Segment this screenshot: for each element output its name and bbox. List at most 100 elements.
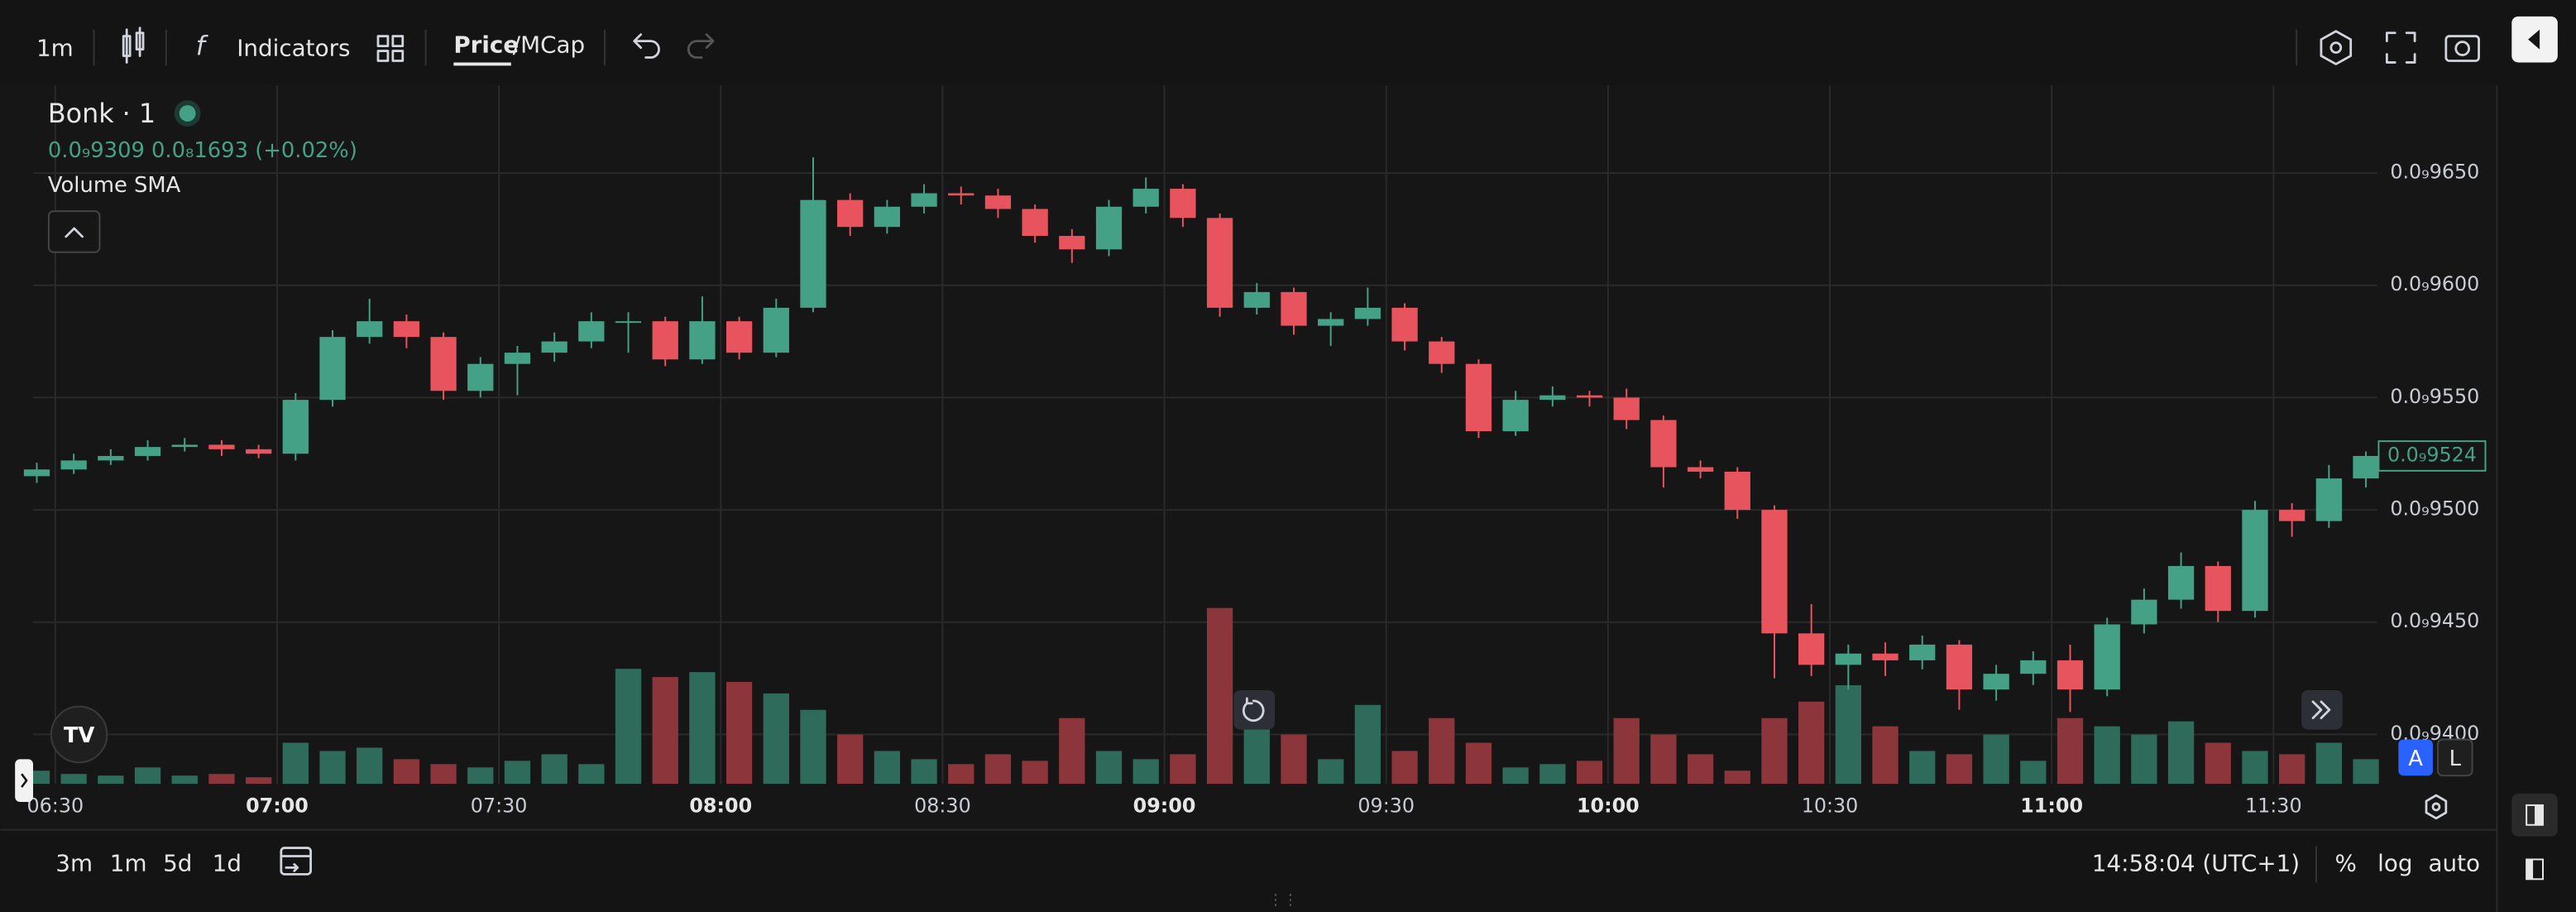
volume-bar bbox=[430, 764, 457, 785]
legend-change: 0.0₈1693 (+0.02%) bbox=[151, 138, 357, 163]
auto-scale-button[interactable] bbox=[2398, 739, 2433, 776]
candle-body bbox=[1724, 471, 1750, 511]
volume-bar bbox=[2315, 742, 2342, 785]
candle-body bbox=[2279, 510, 2305, 521]
settings-button[interactable] bbox=[2320, 30, 2353, 65]
x-tick-label: 06:30 bbox=[27, 794, 84, 817]
range-button[interactable]: 1d bbox=[213, 849, 242, 876]
volume-bar bbox=[1206, 607, 1233, 785]
candle-body bbox=[1022, 209, 1048, 237]
y-tick-label: 0.0₉9450 bbox=[2390, 609, 2479, 632]
candle-body bbox=[1391, 307, 1418, 342]
candle-body bbox=[357, 321, 383, 338]
candle-body bbox=[1132, 189, 1159, 207]
x-tick-label: 08:00 bbox=[689, 794, 752, 817]
panel-icon-fill bbox=[2526, 859, 2534, 880]
candle-body bbox=[800, 199, 826, 308]
candles bbox=[23, 157, 2379, 713]
volume-pane bbox=[23, 607, 2379, 785]
candle-body bbox=[60, 460, 87, 470]
volume-bar bbox=[689, 672, 716, 785]
volume-bar bbox=[541, 754, 567, 785]
auto-scale-label: A bbox=[2408, 746, 2423, 771]
price-toggle[interactable]: Price bbox=[453, 31, 519, 59]
volume-bar bbox=[578, 764, 605, 785]
candle-body bbox=[171, 444, 198, 448]
axis-settings-button[interactable] bbox=[2425, 794, 2448, 820]
volume-bar bbox=[1798, 701, 1825, 785]
volume-bar bbox=[1502, 767, 1529, 785]
redo-button[interactable] bbox=[687, 33, 715, 59]
candle-body bbox=[1281, 291, 1307, 326]
candle-body bbox=[911, 193, 937, 207]
volume-bar bbox=[1095, 751, 1123, 785]
candle-body bbox=[2056, 660, 2084, 690]
status-dot bbox=[179, 105, 196, 122]
undo-button[interactable] bbox=[633, 33, 660, 59]
chevron-icon bbox=[65, 227, 84, 238]
volume-bar bbox=[1909, 751, 1936, 785]
side-handle[interactable] bbox=[15, 759, 34, 802]
volume-bar bbox=[1576, 761, 1603, 785]
indicators-button[interactable]: Indicators bbox=[237, 35, 350, 62]
range-button[interactable]: 1m bbox=[110, 849, 147, 876]
candle-body bbox=[2020, 660, 2047, 674]
volume-bar bbox=[1983, 734, 2009, 785]
candle-body bbox=[319, 337, 346, 401]
volume-bar bbox=[1761, 718, 1788, 785]
volume-bar bbox=[1022, 761, 1048, 785]
percent-button[interactable]: % bbox=[2335, 849, 2357, 876]
volume-bar bbox=[1724, 770, 1750, 785]
candle-body bbox=[1059, 236, 1085, 250]
volume-bar bbox=[911, 759, 937, 785]
last-price-box bbox=[2377, 440, 2487, 472]
auto-button[interactable]: auto bbox=[2429, 849, 2481, 876]
candle-body bbox=[1243, 291, 1270, 308]
logo-mark: TV bbox=[64, 723, 95, 748]
range-button[interactable]: 3m bbox=[55, 849, 93, 876]
candle-body bbox=[1983, 674, 2009, 690]
interval-button[interactable]: 1m bbox=[36, 35, 74, 62]
range-button[interactable]: 5d bbox=[163, 849, 192, 876]
x-tick-label: 07:30 bbox=[471, 794, 528, 817]
candle-body bbox=[393, 321, 420, 338]
candle-body bbox=[837, 199, 864, 228]
clock: 14:58:04 (UTC+1) bbox=[2092, 849, 2300, 876]
volume-bar bbox=[1132, 759, 1159, 785]
double-chevron-icon bbox=[2311, 700, 2331, 720]
candle-body bbox=[2131, 599, 2157, 625]
candle-body bbox=[1465, 363, 1492, 432]
reset-view-button[interactable] bbox=[1233, 689, 1276, 730]
volume-bar bbox=[1391, 751, 1418, 785]
candle-body bbox=[874, 206, 901, 228]
y-tick-label: 0.0₉9650 bbox=[2390, 161, 2479, 184]
collapse-legend-button[interactable] bbox=[47, 210, 101, 253]
volume-bar bbox=[1835, 684, 1861, 785]
candle-body bbox=[1318, 319, 1344, 326]
x-tick-label: 11:30 bbox=[2245, 794, 2302, 817]
volume-bar bbox=[763, 693, 789, 785]
log-button[interactable]: log bbox=[2377, 849, 2412, 876]
layout-button[interactable] bbox=[376, 35, 405, 62]
volume-bar bbox=[2131, 734, 2157, 785]
volume-bar bbox=[2056, 718, 2084, 785]
candle-body bbox=[1761, 510, 1788, 634]
date-range-button[interactable] bbox=[280, 847, 312, 876]
fullscreen-button[interactable] bbox=[2385, 31, 2416, 64]
candle-body bbox=[578, 321, 605, 342]
logo[interactable] bbox=[50, 705, 108, 764]
candle-body bbox=[1502, 400, 1529, 432]
candle-body bbox=[2242, 510, 2268, 612]
log-toggle-label: L bbox=[2449, 746, 2462, 771]
volume-bar bbox=[1687, 754, 1714, 785]
volume-bar bbox=[874, 751, 901, 785]
screenshot-button[interactable] bbox=[2444, 35, 2480, 62]
x-tick-label: 07:00 bbox=[246, 794, 309, 817]
chart-type-button[interactable] bbox=[122, 26, 145, 64]
mcap-toggle[interactable]: /MCap bbox=[513, 31, 585, 59]
log-toggle-button[interactable] bbox=[2436, 738, 2473, 777]
volume-bar bbox=[1429, 718, 1455, 785]
volume-bar bbox=[171, 775, 198, 785]
candle-body bbox=[430, 337, 457, 391]
volume-bar bbox=[319, 751, 346, 785]
